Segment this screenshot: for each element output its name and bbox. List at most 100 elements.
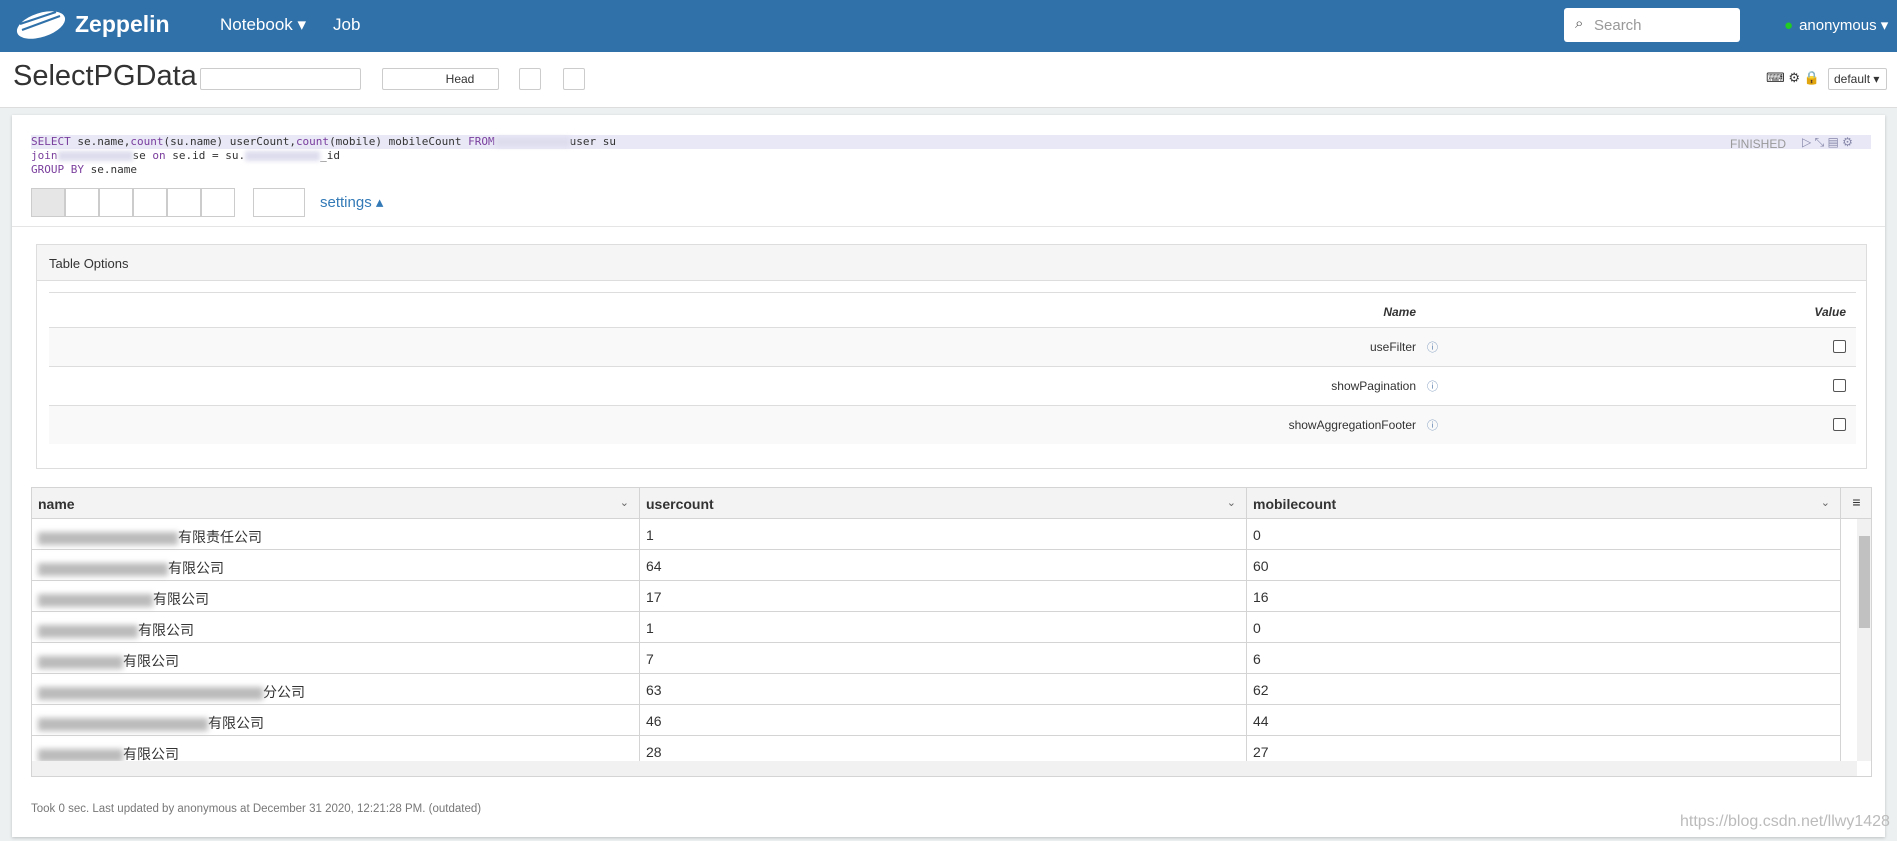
options-title: Table Options bbox=[49, 256, 129, 271]
option-checkbox[interactable] bbox=[1833, 418, 1846, 431]
cell-text: 16 bbox=[1253, 589, 1269, 605]
option-name: useFilter bbox=[1369, 340, 1416, 354]
grid-menu[interactable]: ≡ bbox=[1841, 488, 1871, 519]
grid-cell: 有限公司 bbox=[32, 643, 640, 674]
shortcut-icons[interactable]: ⌨ ⚙ 🔒 bbox=[1766, 70, 1820, 85]
column-header[interactable]: name ⌄ bbox=[32, 488, 640, 519]
grid-cell: 0 bbox=[1247, 519, 1841, 550]
grid-cell: 有限公司 bbox=[32, 612, 640, 643]
search-code[interactable] bbox=[519, 68, 541, 90]
redacted-name bbox=[38, 686, 263, 700]
cell-text: 1 bbox=[646, 620, 654, 636]
info-icon: ⓘ bbox=[1427, 381, 1438, 393]
grid-cell: 62 bbox=[1247, 674, 1841, 705]
code-token: on bbox=[152, 149, 166, 162]
option-row: showPagination ⓘ bbox=[49, 366, 1856, 405]
cell-text: 60 bbox=[1253, 558, 1269, 574]
interpreter-select[interactable]: default ▾ bbox=[1828, 68, 1887, 90]
code-token: se bbox=[132, 149, 153, 162]
menu-label[interactable]: Notebook bbox=[220, 15, 293, 34]
column-header[interactable]: usercount ⌄ bbox=[640, 488, 1247, 519]
option-checkbox[interactable] bbox=[1833, 379, 1846, 392]
cell-text: 有限公司 bbox=[123, 653, 179, 669]
sort-icon: ⌄ bbox=[1226, 497, 1236, 509]
redacted-name bbox=[38, 717, 208, 731]
navbar: Zeppelin Notebook ▾ Job ⌕ Search ● anonymo… bbox=[0, 0, 1897, 52]
code-editor[interactable]: SELECT se.name,count(su.name) userCount,… bbox=[31, 135, 1871, 177]
cell-text: 分公司 bbox=[263, 684, 305, 700]
cell-text: 62 bbox=[1253, 682, 1269, 698]
grid-cell: 60 bbox=[1247, 550, 1841, 581]
settings-link[interactable]: settings ▴ bbox=[320, 194, 384, 211]
grid-body: 有限责任公司 1 0 有限公司 64 60 有限公司 17 16 有限公司 1 0 有限公司 7 6 分公司 6… bbox=[32, 519, 1857, 761]
search-input[interactable]: ⌕ Search bbox=[1564, 8, 1740, 42]
grid-cell: 有限公司 bbox=[32, 736, 640, 761]
paragraph: SELECT se.name,count(su.name) userCount,… bbox=[12, 115, 1885, 837]
cell-text: 64 bbox=[646, 558, 662, 574]
action-buttons[interactable] bbox=[200, 68, 361, 90]
viz-area[interactable] bbox=[133, 188, 167, 217]
cell-text: 有限公司 bbox=[123, 746, 179, 761]
cell-text: 6 bbox=[1253, 651, 1261, 667]
viz-bar[interactable] bbox=[65, 188, 99, 217]
info-icon: ⓘ bbox=[1427, 342, 1438, 354]
code-token: se.id = su. bbox=[165, 149, 246, 162]
code-line: SELECT se.name,count(su.name) userCount,… bbox=[31, 135, 1871, 149]
grid-cell: 28 bbox=[640, 736, 1247, 761]
column-title: mobilecount bbox=[1253, 496, 1337, 512]
cell-text: 17 bbox=[646, 589, 662, 605]
grid-cell: 17 bbox=[640, 581, 1247, 612]
option-name: showAggregationFooter bbox=[1288, 418, 1416, 432]
cell-text: 有限公司 bbox=[138, 622, 194, 638]
redacted-name bbox=[38, 748, 123, 761]
notebook-header: SelectPGData Head ⌨ ⚙ 🔒 default ▾ bbox=[0, 52, 1897, 108]
brand[interactable]: Zeppelin bbox=[75, 11, 170, 37]
column-header[interactable]: mobilecount ⌄ bbox=[1247, 488, 1841, 519]
options-header: Table Options bbox=[37, 245, 1866, 281]
redacted-name bbox=[38, 531, 178, 545]
paragraph-footer: Took 0 sec. Last updated by anonymous at… bbox=[31, 803, 482, 815]
notebook-menu[interactable]: Notebook ▾ bbox=[220, 15, 307, 34]
option-checkbox[interactable] bbox=[1833, 340, 1846, 353]
job-menu[interactable]: Job bbox=[333, 15, 361, 34]
grid-cell: 6 bbox=[1247, 643, 1841, 674]
grid-cell: 有限责任公司 bbox=[32, 519, 640, 550]
code-token: (su.name) userCount, bbox=[163, 135, 296, 148]
v-thumb bbox=[1859, 536, 1870, 628]
cell-text: 有限公司 bbox=[168, 560, 224, 576]
grid-cell: 0 bbox=[1247, 612, 1841, 643]
code-token: SELECT bbox=[31, 135, 71, 148]
viz-table[interactable] bbox=[31, 188, 65, 217]
h-scrollbar bbox=[32, 761, 1857, 776]
head-label: Head bbox=[445, 72, 475, 86]
code-token: join bbox=[31, 149, 58, 162]
user-menu[interactable]: ● anonymous ▾ bbox=[1784, 17, 1889, 34]
download-button[interactable] bbox=[253, 188, 305, 217]
grid-cell: 46 bbox=[640, 705, 1247, 736]
interpreter-label: default bbox=[1834, 72, 1871, 86]
paragraph-controls[interactable]: ▷ ⤡ ▤ ⚙ bbox=[1802, 135, 1853, 149]
placeholder: Search bbox=[1594, 17, 1642, 34]
head-toggle[interactable]: Head bbox=[382, 68, 499, 90]
table-options: Table Options Name Value useFilter ⓘ showP… bbox=[36, 244, 1867, 469]
notebook-title[interactable]: SelectPGData bbox=[13, 60, 197, 92]
grid-cell: 16 bbox=[1247, 581, 1841, 612]
viz-pie[interactable] bbox=[99, 188, 133, 217]
sort-icon: ⌄ bbox=[1820, 497, 1830, 509]
grid-cell: 有限公司 bbox=[32, 581, 640, 612]
cell-text: 63 bbox=[646, 682, 662, 698]
redacted bbox=[57, 151, 133, 161]
redacted bbox=[245, 151, 321, 161]
viz-line[interactable] bbox=[167, 188, 201, 217]
cell-text: 46 bbox=[646, 713, 662, 729]
code-token: count bbox=[295, 135, 330, 148]
cell-text: 1 bbox=[646, 527, 654, 543]
cell-text: 有限公司 bbox=[153, 591, 209, 607]
cell-text: 27 bbox=[1253, 744, 1269, 760]
delete-button[interactable] bbox=[563, 68, 585, 90]
code-token: GROUP BY bbox=[31, 163, 84, 176]
grid-cell: 分公司 bbox=[32, 674, 640, 705]
divider bbox=[12, 226, 1885, 227]
viz-scatter[interactable] bbox=[201, 188, 235, 217]
